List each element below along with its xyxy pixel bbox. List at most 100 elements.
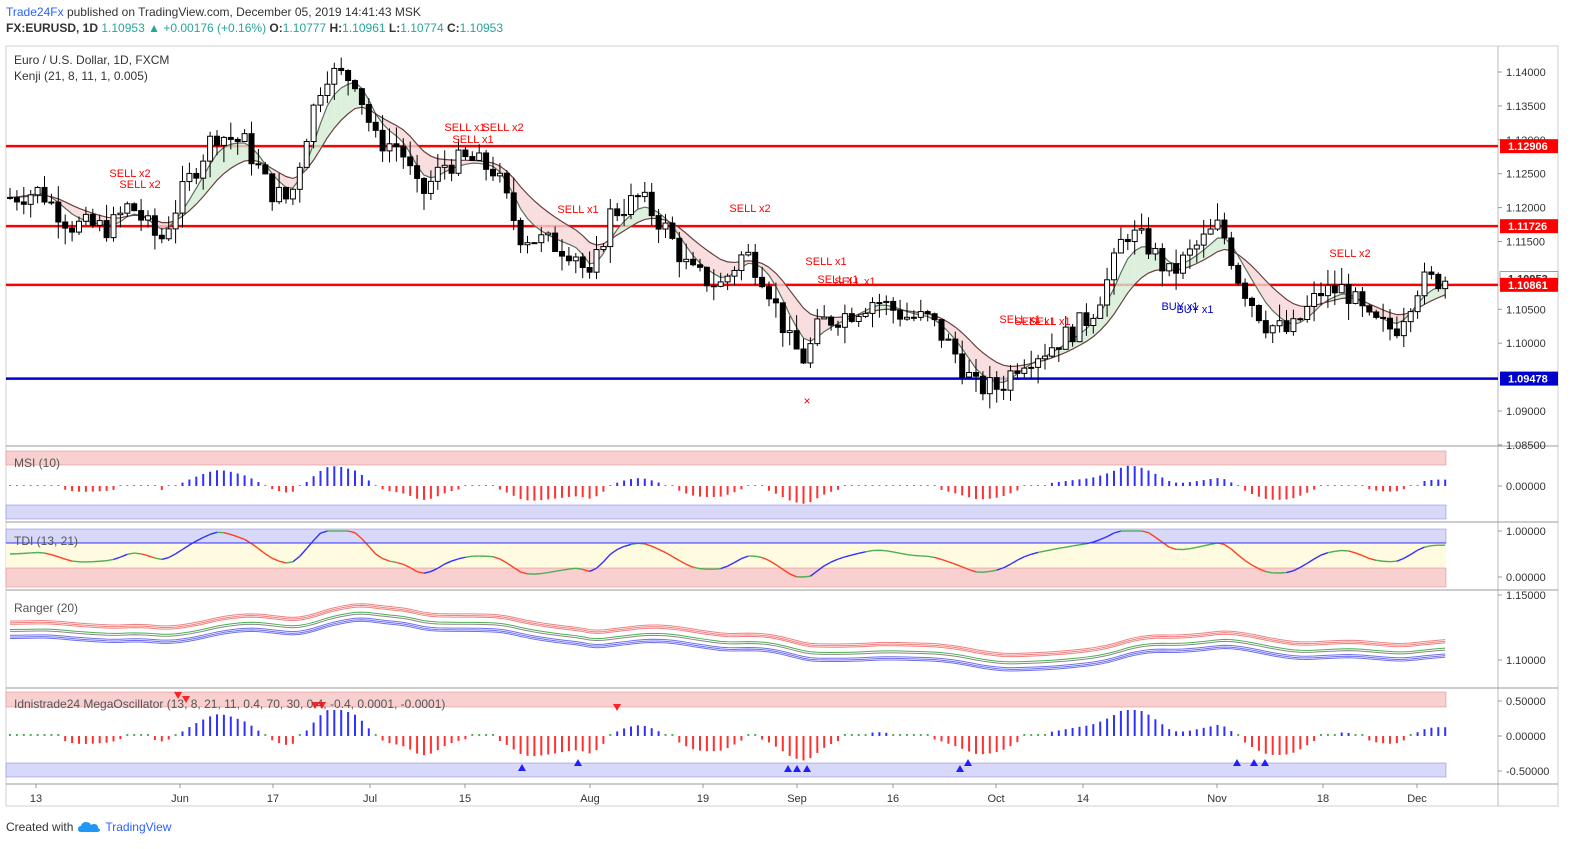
candle-body (483, 152, 490, 170)
low-value: 1.10774 (400, 21, 444, 35)
publisher-link[interactable]: Trade24Fx (6, 5, 64, 19)
price-tick-label: 1.10500 (1506, 304, 1546, 316)
ranger-pane[interactable] (9, 603, 1446, 672)
candle-body (379, 129, 386, 152)
mega-upper-zone (5, 691, 1447, 708)
price-tick-label: 1.09000 (1506, 406, 1546, 418)
msi-title[interactable]: MSI (10) (14, 456, 60, 470)
candle-body (193, 172, 200, 179)
candle-body (1076, 312, 1083, 343)
candle-body (828, 316, 835, 326)
candle-body (1352, 291, 1359, 304)
tdi-line-segment (948, 561, 956, 565)
candle-body (69, 227, 76, 233)
candle-body (241, 133, 248, 142)
candle-body (524, 242, 531, 246)
candle-body (289, 188, 296, 200)
kenji-indicator-label[interactable]: Kenji (21, 8, 11, 1, 0.005) (14, 69, 148, 83)
mega-title[interactable]: Idnistrade24 MegaOscillator (13, 8, 21, … (14, 697, 445, 711)
candle-body (1007, 370, 1014, 391)
kenji-cloud-segment (562, 221, 569, 245)
candle-body (690, 258, 697, 266)
tdi-line-segment (1106, 532, 1115, 538)
tdi-line-segment (720, 565, 728, 570)
kenji-cloud-segment (424, 151, 431, 178)
candle-body (510, 192, 517, 221)
candle-body (1186, 248, 1193, 256)
ranger-title[interactable]: Ranger (20) (14, 601, 78, 615)
candle-body (848, 313, 855, 322)
tdi-line-segment (1051, 547, 1059, 551)
tdi-line-segment (913, 554, 921, 557)
tdi-line-segment (1299, 562, 1308, 568)
candle-body (1117, 238, 1124, 254)
candle-body (1442, 280, 1449, 290)
time-tick-label: 19 (697, 793, 709, 805)
candle-body (427, 180, 434, 194)
msi-lower-zone (5, 504, 1447, 520)
kenji-cloud-segment (713, 255, 721, 278)
kenji-cloud-segment (1258, 273, 1266, 303)
time-tick-label: 13 (30, 793, 42, 805)
tradingview-link[interactable]: TradingView (105, 820, 172, 834)
tdi-line-segment (182, 544, 190, 551)
tdi-line-segment (692, 566, 701, 570)
tdi-line-segment (423, 570, 432, 574)
tdi-line-segment (616, 545, 625, 551)
tdi-line-segment (1389, 560, 1397, 563)
kenji-cloud-segment (334, 87, 342, 129)
kenji-cloud-segment (327, 94, 335, 138)
kenji-cloud-segment (1252, 266, 1259, 292)
tradingview-cloud-icon (78, 822, 101, 832)
tdi-line-segment (893, 551, 901, 555)
tdi-title[interactable]: TDI (13, 21) (14, 534, 78, 548)
tdi-line-segment (548, 570, 556, 574)
candle-body (96, 220, 103, 226)
tdi-pane[interactable] (6, 530, 1446, 578)
candle-body (1028, 366, 1035, 369)
kenji-cloud-segment (700, 244, 707, 269)
tdi-line-segment (934, 556, 942, 561)
price-tick-label: -0.50000 (1506, 766, 1549, 778)
candle-body (717, 281, 724, 287)
kenji-cloud-segment (196, 176, 204, 205)
tdi-line-segment (195, 536, 204, 542)
sell-signal-label: SELL x2 (1329, 248, 1370, 260)
tdi-line-segment (230, 533, 238, 538)
candle-body (1104, 279, 1111, 306)
tdi-line-segment (1376, 559, 1384, 562)
candle-body (1021, 367, 1028, 374)
candle-body (731, 269, 738, 277)
mega-oscillator-pane[interactable] (9, 692, 1447, 772)
tdi-line-segment (823, 561, 832, 567)
publish-line: Trade24Fx published on TradingView.com, … (6, 4, 503, 20)
candle-body (1173, 263, 1180, 274)
candle-body (1359, 291, 1366, 307)
tdi-line-segment (1417, 546, 1425, 551)
msi-pane[interactable] (9, 465, 1447, 504)
candle-body (697, 264, 703, 268)
candle-body (738, 254, 745, 271)
candle-body (214, 135, 220, 146)
tdi-line-segment (734, 557, 742, 564)
candle-body (441, 164, 448, 168)
open-value: 1.10777 (282, 21, 327, 35)
symbol-label[interactable]: FX:EURUSD, 1D (6, 21, 99, 35)
last-price: 1.10953 (101, 21, 145, 35)
tdi-line-segment (803, 575, 811, 578)
candle-body (1221, 219, 1228, 239)
tdi-line-segment (989, 569, 997, 573)
candle-body (407, 156, 414, 167)
kenji-cloud-segment (230, 143, 238, 169)
kenji-cloud-segment (989, 357, 997, 383)
candle-body (358, 88, 365, 105)
candle-body (448, 164, 455, 174)
buy-signal-label: BUY x1 (1161, 301, 1198, 313)
ranger-band-line (9, 620, 1446, 672)
candle-body (869, 302, 876, 314)
candle-body (1407, 311, 1414, 323)
sell-signal-label: SELL x1 (817, 274, 858, 286)
time-tick-label: Nov (1207, 793, 1227, 805)
